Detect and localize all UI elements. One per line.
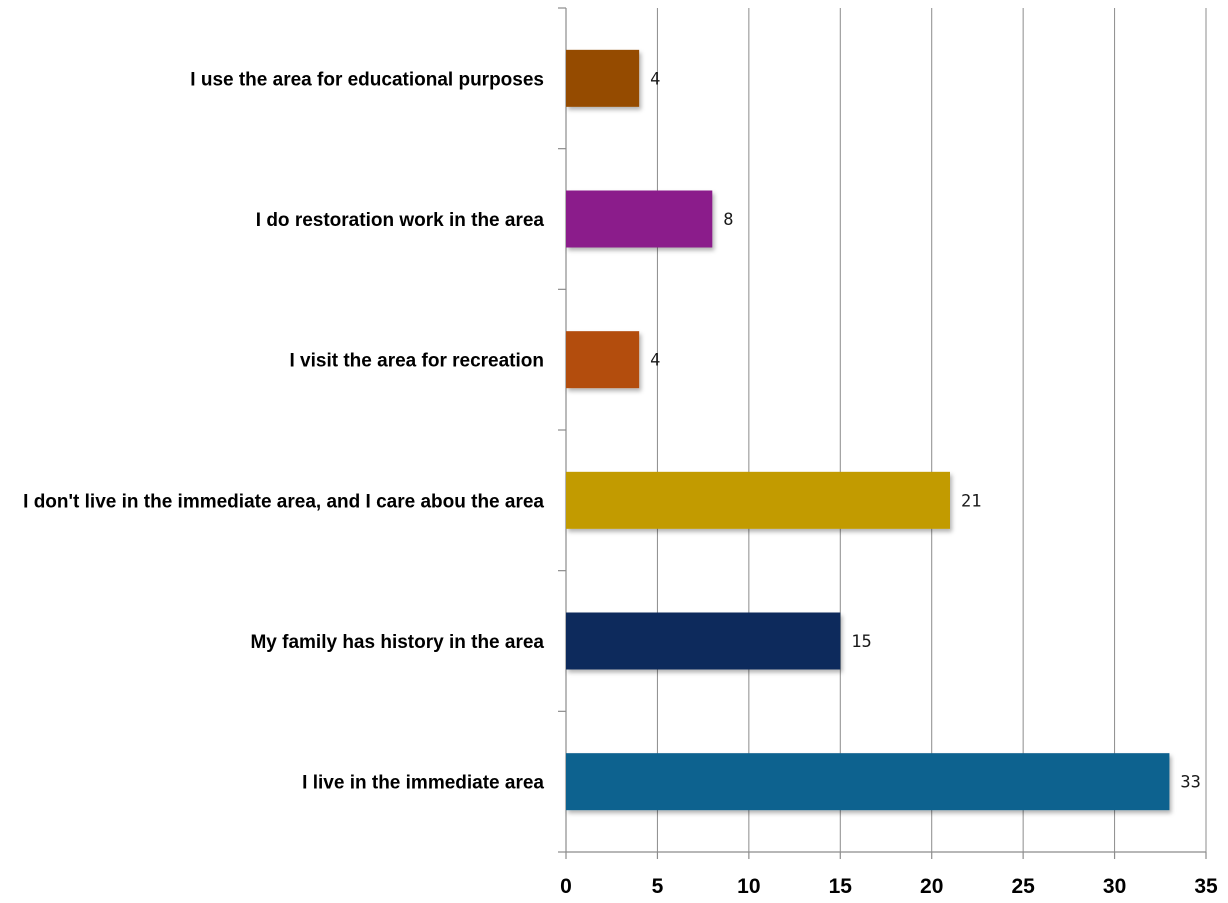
x-tick-label: 15 bbox=[829, 875, 853, 898]
x-tick-label: 5 bbox=[652, 875, 664, 898]
x-tick-label: 30 bbox=[1103, 875, 1126, 898]
gridlines bbox=[656, 8, 1207, 852]
data-label: 4 bbox=[650, 351, 660, 371]
bar-1 bbox=[566, 49, 640, 107]
category-label: I don't live in the immediate area, and … bbox=[23, 491, 544, 512]
category-label: I visit the area for recreation bbox=[290, 351, 545, 372]
data-label: 4 bbox=[650, 69, 660, 89]
bar-2 bbox=[566, 190, 713, 248]
x-tick-label: 35 bbox=[1194, 875, 1218, 898]
data-label: 33 bbox=[1180, 773, 1200, 793]
data-label: 8 bbox=[723, 210, 733, 230]
x-tick-label: 25 bbox=[1011, 875, 1035, 898]
bar-6 bbox=[566, 753, 1170, 811]
axes bbox=[558, 7, 1207, 859]
bar-4 bbox=[566, 471, 950, 529]
x-tick-label: 20 bbox=[920, 875, 943, 898]
category-label: I live in the immediate area bbox=[302, 773, 544, 794]
x-tick-label: 10 bbox=[737, 875, 760, 898]
category-label: I use the area for educational purposes bbox=[190, 69, 544, 90]
category-label: My family has history in the area bbox=[250, 632, 544, 653]
data-label: 15 bbox=[851, 632, 871, 652]
category-label: I do restoration work in the area bbox=[256, 210, 545, 231]
bar-3 bbox=[566, 331, 640, 389]
x-tick-label: 0 bbox=[560, 875, 572, 898]
bars bbox=[566, 49, 1170, 811]
data-label: 21 bbox=[961, 491, 981, 511]
bar-5 bbox=[566, 612, 841, 670]
labels: 0 5 10 15 20 25 30 35 I use the area for educati… bbox=[23, 69, 1218, 898]
